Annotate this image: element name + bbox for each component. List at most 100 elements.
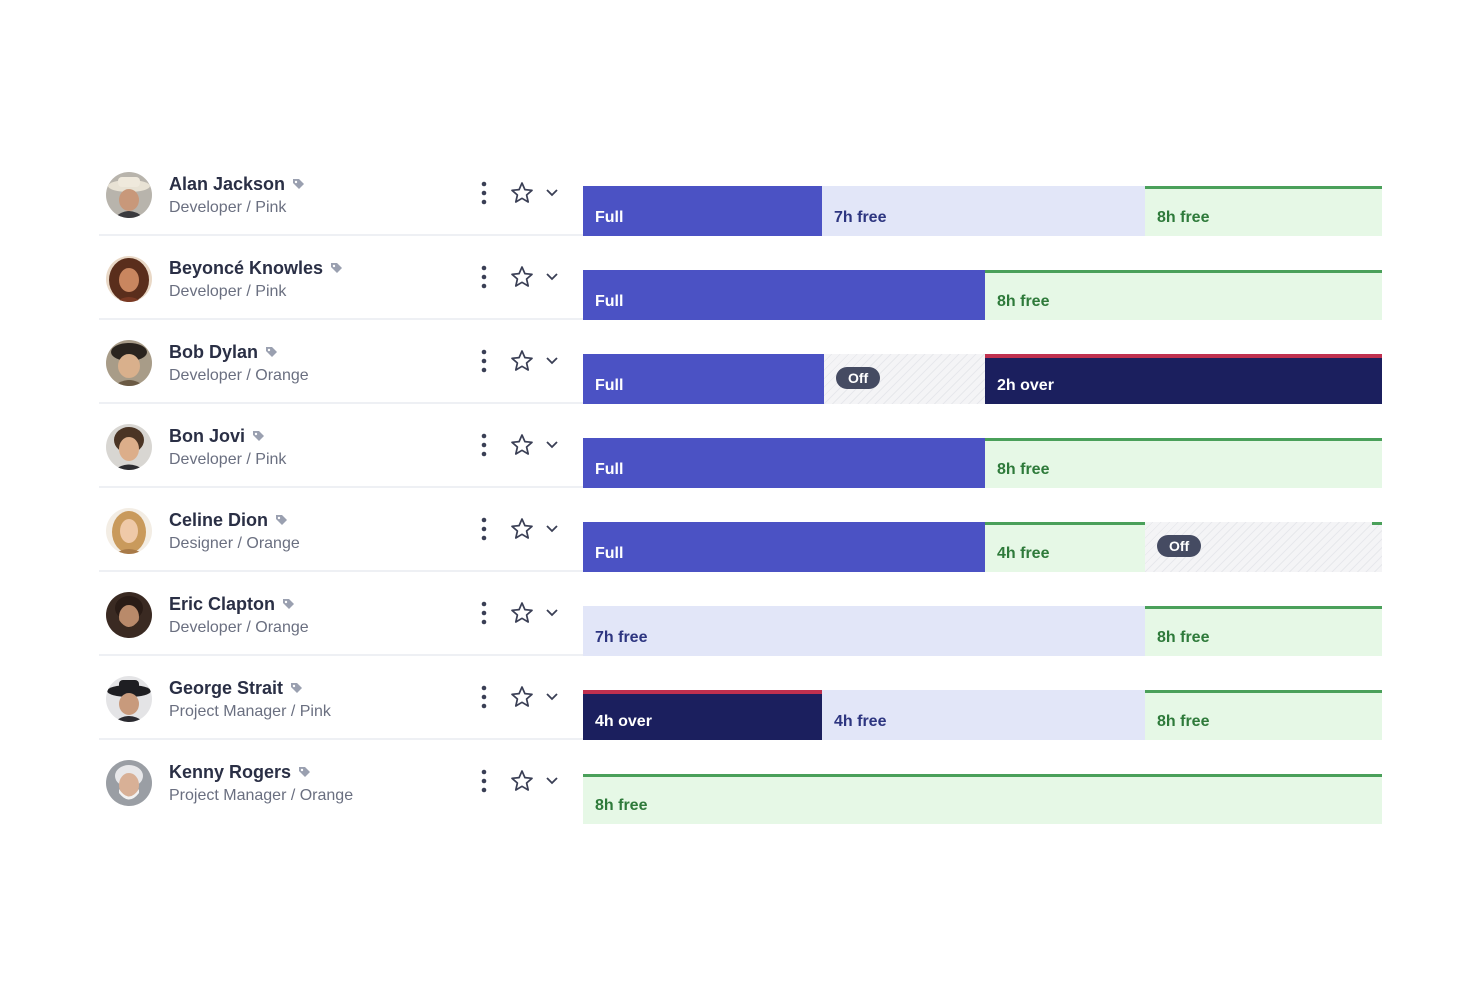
day-block-free[interactable]: 4h free xyxy=(985,522,1145,572)
person-row[interactable]: Alan Jackson Developer / Pink Full 7h fr… xyxy=(99,152,1382,236)
kebab-menu-icon[interactable] xyxy=(479,180,489,206)
day-block-full[interactable]: Full xyxy=(583,354,824,404)
star-icon[interactable] xyxy=(510,433,534,457)
day-block-full[interactable]: Full xyxy=(583,186,822,236)
star-icon[interactable] xyxy=(510,685,534,709)
person-name[interactable]: Bob Dylan xyxy=(169,342,278,363)
day-label: 8h free xyxy=(1157,629,1210,646)
star-icon[interactable] xyxy=(510,181,534,205)
star-icon[interactable] xyxy=(510,265,534,289)
row-actions xyxy=(479,600,559,626)
day-block-free[interactable]: 8h free xyxy=(1145,186,1382,236)
person-name[interactable]: George Strait xyxy=(169,678,303,699)
kebab-menu-icon[interactable] xyxy=(479,768,489,794)
row-actions xyxy=(479,264,559,290)
kebab-menu-icon[interactable] xyxy=(479,600,489,626)
tag-icon xyxy=(331,263,343,273)
day-block-over[interactable]: 2h over xyxy=(985,354,1382,404)
person-row[interactable]: Bon Jovi Developer / Pink Full 8h free xyxy=(99,404,1382,488)
star-icon[interactable] xyxy=(510,517,534,541)
day-block-full[interactable]: Full xyxy=(583,438,985,488)
row-actions xyxy=(479,180,559,206)
person-row[interactable]: Eric Clapton Developer / Orange 7h free … xyxy=(99,572,1382,656)
row-actions xyxy=(479,768,559,794)
star-icon[interactable] xyxy=(510,349,534,373)
kebab-menu-icon[interactable] xyxy=(479,684,489,710)
kebab-menu-icon[interactable] xyxy=(479,348,489,374)
tag-icon xyxy=(253,431,265,441)
star-icon[interactable] xyxy=(510,601,534,625)
person-name[interactable]: Bon Jovi xyxy=(169,426,265,447)
day-block-free[interactable]: 8h free xyxy=(583,774,1382,824)
avatar[interactable] xyxy=(106,424,152,470)
day-block-full[interactable]: Full xyxy=(583,522,985,572)
person-name[interactable]: Kenny Rogers xyxy=(169,762,311,783)
day-block-partial[interactable]: 7h free xyxy=(822,186,1145,236)
day-block-free[interactable]: 8h free xyxy=(985,270,1382,320)
day-label: 4h free xyxy=(834,713,887,730)
day-label: 8h free xyxy=(1157,209,1210,226)
day-block-free[interactable]: 8h free xyxy=(985,438,1382,488)
person-role: Project Manager / Orange xyxy=(169,787,354,804)
day-block-off[interactable]: Off xyxy=(824,354,985,404)
chevron-down-icon[interactable] xyxy=(545,692,559,702)
chevron-down-icon[interactable] xyxy=(545,188,559,198)
chevron-down-icon[interactable] xyxy=(545,356,559,366)
timeline: 7h free 8h free xyxy=(583,606,1382,656)
tag-icon xyxy=(299,767,311,777)
day-label: Full xyxy=(595,377,624,394)
tag-icon xyxy=(266,347,278,357)
avatar[interactable] xyxy=(106,172,152,218)
person-row[interactable]: Bob Dylan Developer / Orange Full Off 2h… xyxy=(99,320,1382,404)
day-block-over[interactable]: 4h over xyxy=(583,690,822,740)
row-actions xyxy=(479,516,559,542)
person-name[interactable]: Eric Clapton xyxy=(169,594,295,615)
person-row[interactable]: Celine Dion Designer / Orange Full 4h fr… xyxy=(99,488,1382,572)
day-block-full[interactable]: Full xyxy=(583,270,985,320)
tag-icon xyxy=(276,515,288,525)
avatar[interactable] xyxy=(106,508,152,554)
off-badge: Off xyxy=(1157,535,1202,557)
timeline: Full Off 2h over xyxy=(583,354,1382,404)
person-row[interactable]: George Strait Project Manager / Pink 4h … xyxy=(99,656,1382,740)
person-role: Developer / Pink xyxy=(169,199,287,216)
day-label: 8h free xyxy=(595,797,648,814)
day-block-free[interactable]: 8h free xyxy=(1145,690,1382,740)
row-actions xyxy=(479,432,559,458)
day-block-free[interactable]: 8h free xyxy=(1145,606,1382,656)
person-name-text: Bob Dylan xyxy=(169,342,259,362)
avatar[interactable] xyxy=(106,760,152,806)
avatar[interactable] xyxy=(106,340,152,386)
tag-icon xyxy=(283,599,295,609)
person-name-text: Bon Jovi xyxy=(169,426,246,446)
avatar[interactable] xyxy=(106,676,152,722)
chevron-down-icon[interactable] xyxy=(545,608,559,618)
kebab-menu-icon[interactable] xyxy=(479,516,489,542)
person-role: Developer / Pink xyxy=(169,451,287,468)
person-role: Developer / Orange xyxy=(169,619,309,636)
chevron-down-icon[interactable] xyxy=(545,524,559,534)
star-icon[interactable] xyxy=(510,769,534,793)
person-row[interactable]: Kenny Rogers Project Manager / Orange 8h… xyxy=(99,740,1382,824)
day-block-partial[interactable]: 7h free xyxy=(583,606,1145,656)
person-name[interactable]: Celine Dion xyxy=(169,510,288,531)
day-label: 7h free xyxy=(595,629,648,646)
person-row[interactable]: Beyoncé Knowles Developer / Pink Full 8h… xyxy=(99,236,1382,320)
chevron-down-icon[interactable] xyxy=(545,776,559,786)
person-name[interactable]: Beyoncé Knowles xyxy=(169,258,343,279)
kebab-menu-icon[interactable] xyxy=(479,264,489,290)
day-block-off[interactable]: Off xyxy=(1145,522,1382,572)
chevron-down-icon[interactable] xyxy=(545,272,559,282)
tag-icon xyxy=(293,179,305,189)
avatar[interactable] xyxy=(106,592,152,638)
timeline: Full 4h free Off xyxy=(583,522,1382,572)
person-name[interactable]: Alan Jackson xyxy=(169,174,305,195)
day-block-partial[interactable]: 4h free xyxy=(822,690,1145,740)
day-label: Full xyxy=(595,293,624,310)
day-label: 7h free xyxy=(834,209,887,226)
day-label: 8h free xyxy=(997,461,1050,478)
person-name-text: George Strait xyxy=(169,678,284,698)
avatar[interactable] xyxy=(106,256,152,302)
chevron-down-icon[interactable] xyxy=(545,440,559,450)
kebab-menu-icon[interactable] xyxy=(479,432,489,458)
